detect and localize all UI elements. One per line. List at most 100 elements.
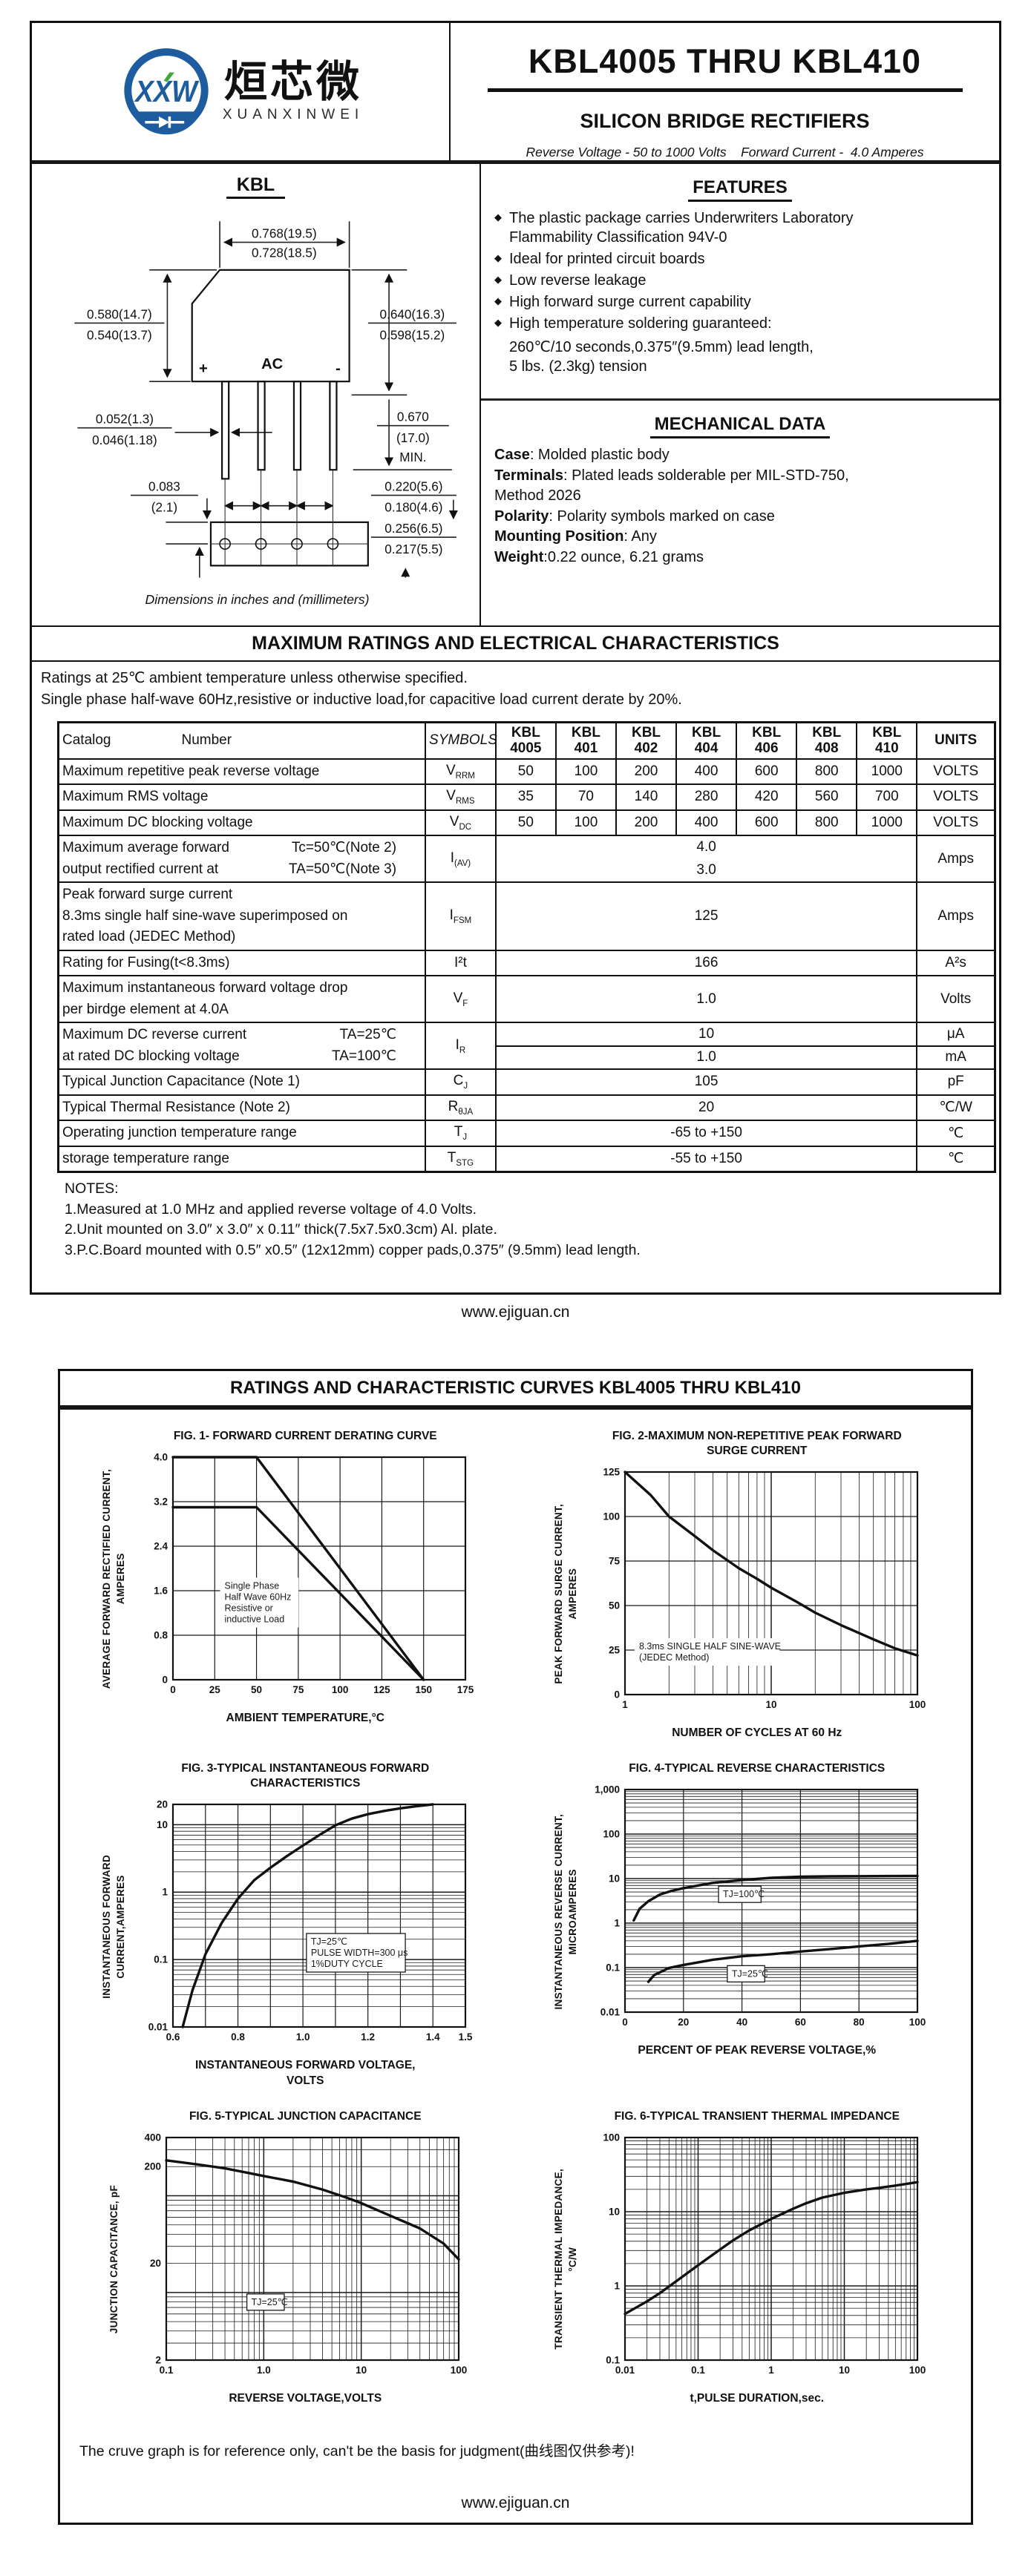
row-label: Operating junction temperature range — [57, 1120, 427, 1147]
figure-plot: 8.3ms SINGLE HALF SINE-WAVE(JEDEC Method… — [603, 1467, 926, 1711]
value-cell: 125 — [494, 881, 918, 951]
row-label: Typical Junction Capacitance (Note 1) — [57, 1068, 427, 1096]
value-cell: 50 — [494, 809, 557, 837]
svg-text:0.8: 0.8 — [231, 2031, 245, 2043]
symbol-subscript: J — [463, 1082, 468, 1091]
column-header-part: KBL 408 — [796, 721, 858, 760]
row-symbol: VDC — [425, 809, 497, 837]
unit-cell: Volts — [916, 975, 996, 1024]
label-line: Maximum RMS voltage — [62, 789, 209, 805]
value-cell: 560 — [796, 783, 858, 811]
mechanical-key: Mounting Position — [494, 528, 624, 545]
row-label: Peak forward surge current 8.3ms single h… — [57, 881, 427, 951]
column-header-part: KBL 402 — [615, 721, 678, 760]
svg-text:0.8: 0.8 — [154, 1629, 168, 1640]
svg-text:20: 20 — [157, 1799, 168, 1810]
symbol-subscript: J — [462, 1133, 468, 1143]
feature-text-block: High forward surge current capability — [509, 292, 751, 312]
table-row: Maximum DC blocking voltage VDC 50 100 200 40… — [57, 809, 996, 837]
page2-footer-url: www.ejiguan.cn — [60, 2460, 971, 2523]
table-row: Typical Junction Capacitance (Note 1) CJ 1… — [57, 1068, 996, 1096]
part-number: 402 — [634, 740, 658, 757]
mechanical-data-section: MECHANICAL DATA Case: Molded plastic bod… — [481, 401, 999, 580]
feature-item: ◆ Low reverse leakage — [494, 271, 986, 290]
mechanical-key: Polarity — [494, 507, 549, 525]
figure-x-axis-label: PERCENT OF PEAK REVERSE VOLTAGE,% — [638, 2044, 877, 2057]
row-symbol: I²t — [425, 949, 497, 977]
label-main: at rated DC blocking voltage — [62, 1048, 240, 1064]
svg-text:1.5: 1.5 — [459, 2031, 473, 2043]
table-row: 1.0 mA — [59, 1045, 996, 1071]
mechanical-item: Weight:0.22 ounce, 6.21 grams — [494, 548, 986, 568]
svg-text:1,000: 1,000 — [595, 1784, 620, 1795]
table-row: Peak forward surge current 8.3ms single h… — [57, 881, 996, 951]
dim-leadw-max: 0.052(1.3) — [96, 412, 154, 427]
mechanical-key: Case — [494, 447, 530, 463]
figure-x-axis-label: NUMBER OF CYCLES AT 60 Hz — [672, 1726, 842, 1740]
value-cell: 800 — [796, 809, 858, 837]
label-line: at rated DC blocking voltage TA=100℃ — [62, 1046, 422, 1068]
svg-text:1: 1 — [768, 2365, 774, 2376]
feature-text: High forward surge current capability — [509, 294, 751, 310]
note-line: 2.Unit mounted on 3.0″ x 3.0″ x 0.11″ th… — [65, 1221, 497, 1238]
dim-left-min: 0.540(13.7) — [87, 328, 152, 343]
feature-item: ◆ The plastic package carries Underwriter… — [494, 208, 986, 247]
ac-mark: AC — [261, 356, 283, 372]
svg-text:1: 1 — [163, 1887, 168, 1898]
value-cell: 105 — [494, 1068, 918, 1096]
mechanical-key: Terminals — [494, 467, 563, 484]
svg-text:Single Phase: Single Phase — [225, 1580, 280, 1591]
symbol-base: I — [455, 1036, 459, 1053]
svg-text:0.01: 0.01 — [615, 2365, 635, 2376]
curves-heading: RATINGS AND CHARACTERISTIC CURVES KBL400… — [60, 1371, 971, 1410]
part-number: 404 — [694, 740, 719, 757]
website-link-2[interactable]: www.ejiguan.cn — [461, 2494, 570, 2512]
svg-text:TJ=25℃: TJ=25℃ — [251, 2297, 287, 2307]
svg-text:125: 125 — [373, 1684, 390, 1695]
website-link[interactable]: www.ejiguan.cn — [461, 1303, 570, 1321]
row-symbol: TJ — [425, 1120, 497, 1147]
ratings-table: Catalog Number SYMBOLS KBL 4005 KBL 401 KBL 402 K… — [57, 721, 996, 1174]
svg-text:175: 175 — [457, 1684, 474, 1695]
svg-text:0: 0 — [622, 2017, 628, 2028]
value-cell: 35 — [494, 783, 557, 811]
svg-text:TJ=25℃: TJ=25℃ — [731, 1969, 767, 1979]
symbol-subscript: F — [462, 999, 468, 1008]
package-outline-section: KBL — [32, 164, 481, 625]
svg-text:100: 100 — [450, 2365, 467, 2376]
svg-text:0: 0 — [170, 1684, 176, 1695]
row-symbol: CJ — [425, 1068, 497, 1096]
value-cell: 700 — [856, 783, 918, 811]
svg-text:50: 50 — [251, 1684, 262, 1695]
row-symbol: I(AV) — [425, 835, 497, 884]
value-cell: 3.0 — [494, 858, 918, 884]
table-row: Maximum DC reverse current TA=25℃ at rated… — [57, 1022, 996, 1071]
row-label: Maximum DC blocking voltage — [57, 809, 427, 837]
dim-seat-max: 0.220(5.6) — [384, 479, 442, 493]
figure-6: FIG. 6-TYPICAL TRANSIENT THERMAL IMPEDAN… — [515, 2109, 967, 2406]
value-cell: -55 to +150 — [494, 1145, 918, 1173]
bullet-icon: ◆ — [494, 274, 502, 285]
row-symbol: TSTG — [425, 1145, 497, 1173]
dim-right-min: 0.598(15.2) — [380, 328, 445, 343]
value-cell: 800 — [796, 758, 858, 786]
label-condition: TA=100℃ — [332, 1048, 397, 1064]
table-row: Maximum RMS voltage VRMS 35 70 140 280 420 560 7… — [57, 783, 996, 811]
note-line: 3.P.C.Board mounted with 0.5″ x0.5″ (12x… — [65, 1242, 641, 1259]
value-cell: 200 — [615, 758, 678, 786]
label-line: Rating for Fusing(t<8.3ms) — [62, 954, 230, 970]
label-line: Typical Thermal Resistance (Note 2) — [62, 1099, 290, 1115]
unit-cell: mA — [916, 1045, 996, 1071]
feature-text: High temperature soldering guaranteed: — [509, 315, 772, 332]
value-cell: 1.0 — [494, 1045, 918, 1071]
value-cell: 1000 — [856, 809, 918, 837]
plus-mark: + — [199, 361, 208, 377]
label-main: output rectified current at — [62, 861, 219, 877]
svg-text:1.0: 1.0 — [257, 2365, 271, 2376]
column-header-units: UNITS — [916, 721, 996, 760]
brand-name-en: XUANXINWEI — [222, 106, 364, 122]
figure-2: FIG. 2-MAXIMUM NON-REPETITIVE PEAK FORWA… — [515, 1429, 967, 1741]
mechanical-item: Terminals: Plated leads solderable per M… — [494, 466, 986, 507]
svg-text:125: 125 — [603, 1467, 620, 1478]
part-series: KBL — [872, 725, 902, 740]
